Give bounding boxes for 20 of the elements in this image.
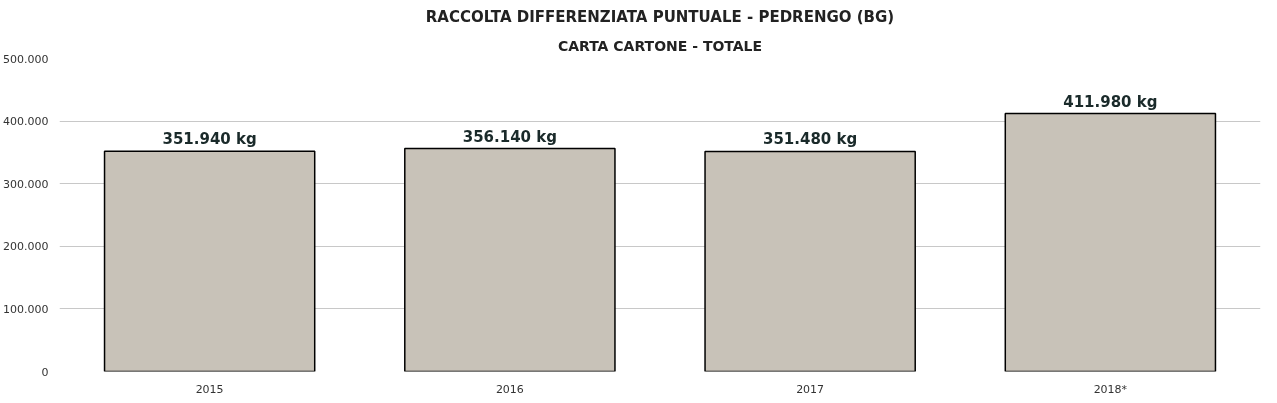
x-tick-label: 2015 [195, 382, 224, 396]
bar [704, 150, 916, 372]
x-tick-label: 2018* [1093, 382, 1128, 396]
y-tick-label: 200.000 [3, 240, 49, 254]
y-tick-label: 300.000 [3, 177, 49, 191]
data-label: 411.980 kg [1063, 92, 1158, 111]
data-label: 356.140 kg [462, 127, 558, 146]
bar [103, 150, 316, 372]
bar [404, 147, 616, 372]
y-tick-label: 400.000 [3, 115, 49, 129]
x-tick-label: 2016 [495, 382, 524, 396]
y-tick-label: 100.000 [3, 302, 49, 316]
chart-title: RACCOLTA DIFFERENZIATA PUNTUALE - PEDRENGO (BG) [425, 7, 895, 26]
data-label: 351.940 kg [162, 130, 257, 149]
data-label: 351.480 kg [763, 130, 858, 149]
y-tick-label: 500.000 [3, 52, 49, 66]
x-tick-label: 2017 [796, 382, 825, 396]
bar [1004, 112, 1217, 372]
chart-subtitle: CARTA CARTONE - TOTALE [557, 37, 763, 54]
y-tick-label: 0 [41, 365, 49, 379]
